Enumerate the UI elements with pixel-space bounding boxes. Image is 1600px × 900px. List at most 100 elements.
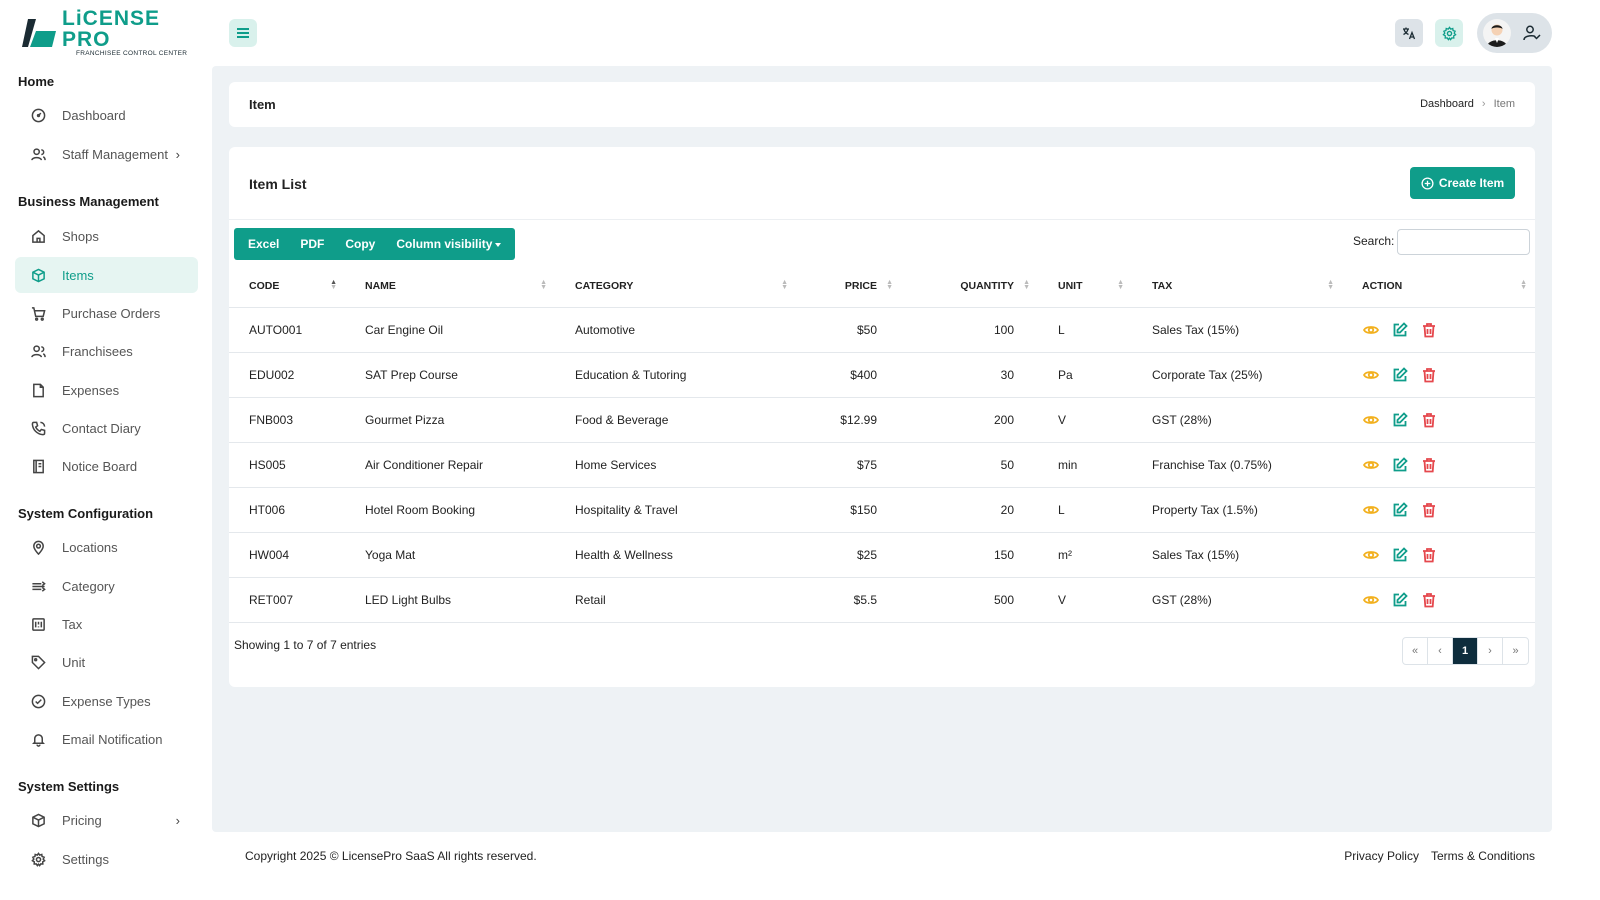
edit-button[interactable] bbox=[1391, 321, 1409, 339]
cell-tax: Corporate Tax (25%) bbox=[1132, 352, 1342, 398]
eye-icon bbox=[1363, 370, 1379, 379]
sidebar-item-email-notification[interactable]: Email Notification bbox=[15, 721, 198, 757]
sidebar-item-label: Expenses bbox=[62, 382, 120, 398]
column-header-category[interactable]: Category ▲ ▼ bbox=[555, 265, 796, 308]
cell-tax: GST (28%) bbox=[1132, 397, 1342, 443]
trash-icon bbox=[1423, 547, 1435, 562]
column-header-label: Name bbox=[365, 279, 396, 292]
cell-code: HS005 bbox=[229, 442, 345, 488]
sidebar-item-contact-diary[interactable]: Contact Diary bbox=[15, 410, 198, 446]
caret-down-icon bbox=[495, 242, 502, 247]
column-header-action[interactable]: Action ▲ ▼ bbox=[1342, 265, 1535, 308]
cell-unit: L bbox=[1038, 487, 1132, 533]
delete-button[interactable] bbox=[1420, 591, 1438, 609]
translate-icon bbox=[1403, 27, 1416, 40]
table-row: FNB003 Gourmet Pizza Food & Beverage $12.99… bbox=[229, 397, 1535, 443]
column-header-label: Price bbox=[844, 279, 877, 292]
delete-button[interactable] bbox=[1420, 501, 1438, 519]
sidebar-item-staff-management[interactable]: Staff Management › bbox=[15, 136, 198, 172]
trash-icon bbox=[1423, 322, 1435, 337]
sidebar-item-label: Locations bbox=[62, 539, 118, 555]
sidebar-item-purchase-orders[interactable]: Purchase Orders bbox=[15, 295, 198, 331]
sort-icon: ▲ ▼ bbox=[1520, 279, 1527, 291]
delete-button[interactable] bbox=[1420, 546, 1438, 564]
column-header-unit[interactable]: Unit ▲ ▼ bbox=[1038, 265, 1132, 308]
delete-button[interactable] bbox=[1420, 411, 1438, 429]
sidebar-item-settings[interactable]: Settings bbox=[15, 841, 198, 877]
users-icon bbox=[30, 146, 46, 162]
edit-button[interactable] bbox=[1391, 411, 1409, 429]
dashboard-icon bbox=[30, 107, 46, 123]
column-header-price[interactable]: Price ▲ ▼ bbox=[796, 265, 901, 308]
breadcrumb-separator-icon: › bbox=[1481, 98, 1486, 110]
column-header-quantity[interactable]: Quantity ▲ ▼ bbox=[901, 265, 1038, 308]
tag-icon bbox=[30, 654, 46, 670]
column-header-tax[interactable]: Tax ▲ ▼ bbox=[1132, 265, 1342, 308]
sidebar-item-locations[interactable]: Locations bbox=[15, 529, 198, 565]
sidebar-item-pricing[interactable]: Pricing › bbox=[15, 802, 198, 838]
page-1-button[interactable]: 1 bbox=[1453, 638, 1478, 664]
sidebar-item-dashboard[interactable]: Dashboard bbox=[15, 97, 198, 133]
edit-button[interactable] bbox=[1391, 546, 1409, 564]
excel-button[interactable]: Excel bbox=[248, 237, 280, 251]
cell-price: $400 bbox=[796, 352, 901, 398]
user-menu[interactable] bbox=[1477, 13, 1552, 53]
last-page-button[interactable]: » bbox=[1512, 645, 1519, 657]
sidebar-item-label: Pricing bbox=[62, 812, 102, 828]
edit-button[interactable] bbox=[1391, 591, 1409, 609]
column-visibility-button[interactable]: Column visibility bbox=[388, 237, 509, 251]
view-button[interactable] bbox=[1362, 456, 1380, 474]
eye-icon bbox=[1363, 595, 1379, 604]
previous-page-button[interactable]: ‹ bbox=[1428, 638, 1453, 664]
page-title: Item bbox=[249, 97, 276, 112]
sidebar-item-notice-board[interactable]: Notice Board bbox=[15, 448, 198, 484]
sidebar-item-label: Contact Diary bbox=[62, 420, 141, 436]
first-page-button[interactable]: « bbox=[1403, 638, 1428, 664]
privacy-policy-link[interactable]: Privacy Policy bbox=[1344, 849, 1419, 863]
eye-icon bbox=[1363, 415, 1379, 424]
pdf-button[interactable]: PDF bbox=[300, 237, 325, 251]
sidebar-item-expense-types[interactable]: Expense Types bbox=[15, 683, 198, 719]
sidebar-item-unit[interactable]: Unit bbox=[15, 644, 198, 680]
sidebar-item-label: Shops bbox=[62, 228, 99, 244]
create-item-button[interactable]: Create Item bbox=[1410, 167, 1515, 199]
delete-button[interactable] bbox=[1420, 366, 1438, 384]
view-button[interactable] bbox=[1362, 546, 1380, 564]
view-button[interactable] bbox=[1362, 591, 1380, 609]
view-button[interactable] bbox=[1362, 321, 1380, 339]
edit-button[interactable] bbox=[1391, 366, 1409, 384]
edit-button[interactable] bbox=[1391, 456, 1409, 474]
breadcrumb-link-dashboard[interactable]: Dashboard bbox=[1420, 98, 1474, 110]
cell-code: HW004 bbox=[229, 532, 345, 578]
edit-button[interactable] bbox=[1391, 501, 1409, 519]
column-header-name[interactable]: Name ▲ ▼ bbox=[345, 265, 555, 308]
nav-section-system-settings: System Settings bbox=[18, 779, 120, 794]
copy-button[interactable]: Copy bbox=[345, 237, 376, 251]
column-header-code[interactable]: Code ▲ ▼ bbox=[229, 265, 345, 308]
settings-button[interactable] bbox=[1435, 19, 1463, 47]
delete-button[interactable] bbox=[1420, 456, 1438, 474]
cart-icon bbox=[30, 305, 46, 321]
sidebar-item-tax[interactable]: Tax bbox=[15, 606, 198, 642]
view-button[interactable] bbox=[1362, 411, 1380, 429]
sidebar-item-label: Settings bbox=[62, 851, 109, 867]
next-page-button[interactable]: › bbox=[1478, 638, 1503, 664]
terms-conditions-link[interactable]: Terms & Conditions bbox=[1430, 849, 1535, 863]
sidebar-item-franchisees[interactable]: Franchisees bbox=[15, 333, 198, 369]
sidebar-toggle-button[interactable] bbox=[229, 19, 257, 47]
sidebar-item-category[interactable]: Category bbox=[15, 568, 198, 604]
cell-category: Retail bbox=[555, 577, 796, 623]
sidebar-item-items[interactable]: Items bbox=[15, 257, 198, 293]
delete-button[interactable] bbox=[1420, 321, 1438, 339]
view-button[interactable] bbox=[1362, 366, 1380, 384]
sort-icon: ▲ ▼ bbox=[1117, 279, 1124, 291]
brand-logo[interactable]: LiCENSE PRO FRANCHISEE CONTROL CENTER bbox=[22, 8, 197, 57]
cell-action bbox=[1342, 397, 1535, 443]
language-button[interactable] bbox=[1395, 19, 1423, 47]
breadcrumb-card: Item Dashboard › Item bbox=[229, 82, 1535, 127]
sidebar-item-shops[interactable]: Shops bbox=[15, 218, 198, 254]
search-input[interactable] bbox=[1397, 229, 1530, 255]
view-button[interactable] bbox=[1362, 501, 1380, 519]
sidebar-item-expenses[interactable]: Expenses bbox=[15, 372, 198, 408]
sort-icon: ▲ ▼ bbox=[781, 279, 788, 291]
